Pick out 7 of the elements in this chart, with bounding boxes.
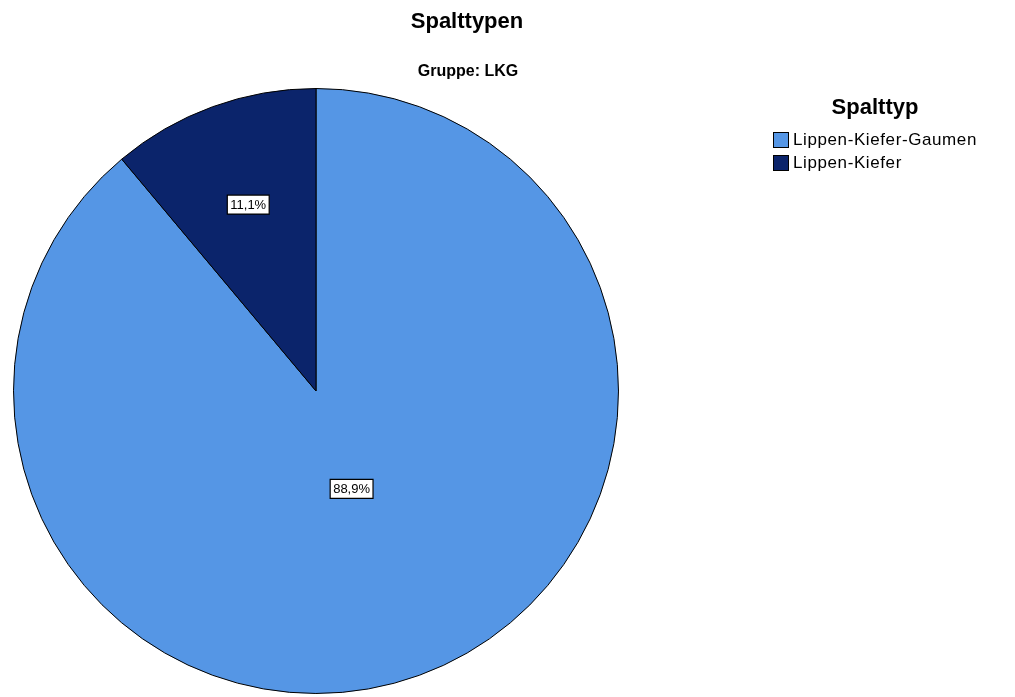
legend-title: Spalttyp	[830, 94, 920, 120]
data-label: 11,1%	[230, 196, 267, 212]
chart-title: Spalttypen	[410, 8, 524, 34]
chart-subtitle: Gruppe: LKG	[417, 62, 519, 80]
legend-label: Lippen-Kiefer	[793, 152, 902, 173]
data-label: 88,9%	[333, 480, 371, 496]
legend-label: Lippen-Kiefer-Gaumen	[793, 129, 977, 150]
